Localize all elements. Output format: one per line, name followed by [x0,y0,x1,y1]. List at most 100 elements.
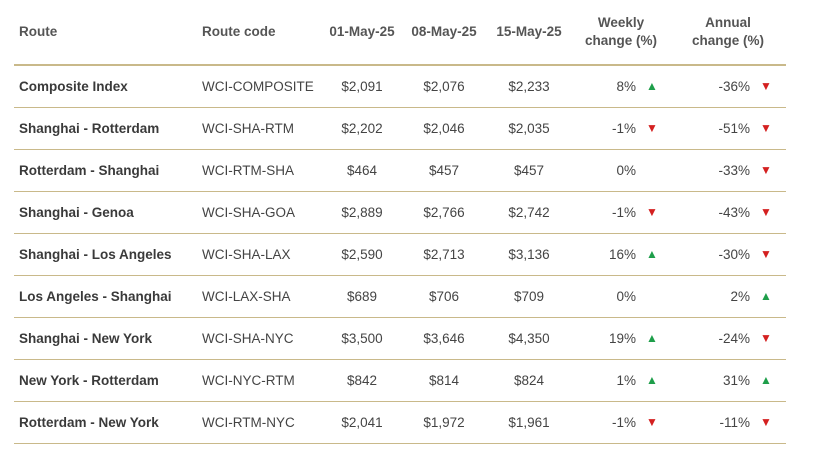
price-date-3: $2,035 [508,120,550,136]
weekly-change-wrap: -1% ▼ [572,205,670,220]
triangle-down-icon: ▼ [760,121,772,135]
table-row: Rotterdam - New York WCI-RTM-NYC $2,041 $1,… [14,401,786,443]
price-date-1: $842 [346,372,378,388]
price-date-3: $2,742 [508,204,550,220]
triangle-up-icon: ▲ [646,331,658,345]
price-date-3: $824 [513,372,545,388]
header-date-1: 01-May-25 [329,24,395,39]
route-name: Shanghai - Genoa [19,204,134,220]
annual-change-value: -43% [718,204,750,220]
annual-change: -36% ▼ [670,65,786,107]
annual-change-wrap: 2% ▲ [670,289,786,304]
header-weekly-line2: change (%) [584,33,657,48]
route-code: WCI-NYC-RTM [202,372,295,388]
annual-change-value: 2% [730,288,750,304]
annual-change-value: -24% [718,330,750,346]
annual-change-wrap: -33% ▼ [670,163,786,178]
header-weekly-change: Weekly change (%) [572,0,670,65]
price-date-2: $457 [428,162,460,178]
route-code: WCI-SHA-RTM [202,120,294,136]
header-route: Route [19,24,58,39]
weekly-change-wrap: 8% ▲ [572,79,670,94]
route-code: WCI-SHA-LAX [202,246,291,262]
price-date-1: $464 [346,162,378,178]
weekly-change-value: 0% [616,288,636,304]
header-date-2: 08-May-25 [411,24,477,39]
price-date-3: $4,350 [508,330,550,346]
price-date-1: $2,041 [341,414,383,430]
annual-change-value: -51% [718,120,750,136]
weekly-change: -1% ▼ [572,107,670,149]
header-annual-change: Annual change (%) [670,0,786,65]
table-header: Route Route code 01-May-25 08-May-25 15-… [14,0,786,65]
route-name: New York - Rotterdam [19,372,159,388]
weekly-change: 8% ▲ [572,65,670,107]
price-date-1: $2,202 [341,120,383,136]
triangle-up-icon: ▲ [760,289,772,303]
triangle-up-icon: ▲ [646,79,658,94]
route-name: Los Angeles - Shanghai [19,288,172,304]
table-row: Shanghai - New York WCI-SHA-NYC $3,500 $3,6… [14,317,786,359]
weekly-change: 16% ▲ [572,233,670,275]
weekly-change-wrap: -1% ▼ [572,121,670,136]
weekly-change: -1% ▼ [572,191,670,233]
freight-rate-table: Route Route code 01-May-25 08-May-25 15-… [14,0,786,444]
annual-change-wrap: -30% ▼ [670,247,786,262]
price-date-2: $3,646 [423,330,465,346]
weekly-change-value: 0% [616,162,636,178]
weekly-change-value: 1% [616,372,636,388]
triangle-down-icon: ▼ [760,415,772,429]
route-name: Shanghai - Rotterdam [19,120,160,136]
weekly-change-wrap: 1% ▲ [572,373,670,388]
weekly-change-wrap: 0% [572,289,670,304]
weekly-change: -1% ▼ [572,401,670,443]
weekly-change-wrap: 16% ▲ [572,247,670,262]
triangle-down-icon: ▼ [646,121,658,135]
annual-change-wrap: 31% ▲ [670,373,786,388]
weekly-change-wrap: -1% ▼ [572,415,670,430]
price-date-2: $2,046 [423,120,465,136]
annual-change-wrap: -24% ▼ [670,331,786,346]
weekly-change-value: -1% [611,120,636,136]
weekly-change-value: 8% [616,78,636,94]
annual-change-wrap: -11% ▼ [670,415,786,430]
triangle-up-icon: ▲ [646,247,658,261]
price-date-3: $457 [513,162,545,178]
table-row: Los Angeles - Shanghai WCI-LAX-SHA $689 $70… [14,275,786,317]
table-row: New York - Rotterdam WCI-NYC-RTM $842 $814 $… [14,359,786,401]
header-annual-line1: Annual [705,15,751,30]
table-row: Shanghai - Rotterdam WCI-SHA-RTM $2,202 $2,… [14,107,786,149]
annual-change: -51% ▼ [670,107,786,149]
table-body: Composite Index WCI-COMPOSITE $2,091 $2,076… [14,65,786,443]
price-date-3: $1,961 [508,414,550,430]
price-date-1: $689 [346,288,378,304]
triangle-down-icon: ▼ [646,205,658,219]
weekly-change: 0% [572,275,670,317]
triangle-up-icon: ▲ [760,373,772,387]
annual-change: -43% ▼ [670,191,786,233]
weekly-change-value: -1% [611,414,636,430]
weekly-change-wrap: 19% ▲ [572,331,670,346]
annual-change-value: 31% [722,372,750,388]
route-name: Rotterdam - Shanghai [19,162,160,178]
route-name: Shanghai - Los Angeles [19,246,172,262]
route-code: WCI-RTM-NYC [202,414,295,430]
price-date-2: $2,076 [423,78,465,94]
route-code: WCI-RTM-SHA [202,162,294,178]
weekly-change: 19% ▲ [572,317,670,359]
price-date-3: $709 [513,288,545,304]
price-date-2: $2,713 [423,246,465,262]
triangle-down-icon: ▼ [760,331,772,345]
header-weekly-line1: Weekly [597,15,645,30]
route-name: Rotterdam - New York [19,414,159,430]
annual-change-value: -30% [718,246,750,262]
annual-change-value: -11% [719,414,750,430]
weekly-change-value: -1% [611,204,636,220]
route-code: WCI-COMPOSITE [202,78,314,94]
table-row: Shanghai - Los Angeles WCI-SHA-LAX $2,590 $… [14,233,786,275]
table-row: Rotterdam - Shanghai WCI-RTM-SHA $464 $457 $… [14,149,786,191]
price-date-3: $3,136 [508,246,550,262]
freight-rate-table-container: Route Route code 01-May-25 08-May-25 15-… [14,0,786,444]
weekly-change: 0% [572,149,670,191]
triangle-down-icon: ▼ [760,163,772,177]
